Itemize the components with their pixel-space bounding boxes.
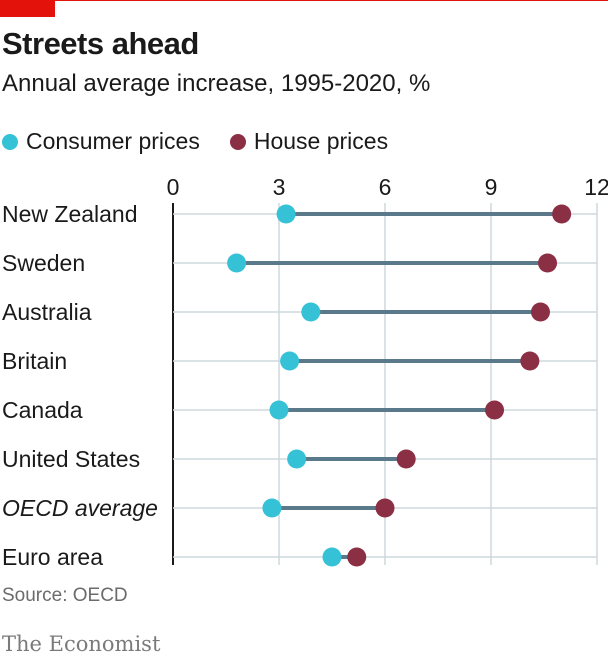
category-label: Canada	[2, 397, 83, 423]
house-price-dot	[530, 302, 550, 322]
house-price-dot	[552, 204, 572, 224]
legend-dot-consumer	[2, 133, 18, 150]
x-tick-label: 6	[379, 174, 392, 200]
consumer-price-dot	[269, 400, 289, 420]
chart-subtitle: Annual average increase, 1995-2020, %	[2, 70, 431, 97]
brand-wordmark: The Economist	[2, 632, 161, 656]
house-price-dot	[375, 498, 395, 518]
x-tick-label: 3	[273, 174, 286, 200]
house-price-dot	[520, 351, 540, 371]
x-tick-label: 0	[167, 174, 180, 200]
consumer-price-dot	[276, 204, 296, 224]
dot-range-chart: 0 3 6 9 12 New Zealand Sweden Australia Britain C…	[2, 174, 608, 570]
legend-label-house: House prices	[253, 128, 389, 154]
consumer-price-dot	[301, 302, 321, 322]
consumer-price-dot	[280, 351, 300, 371]
chart-title: Streets ahead	[2, 26, 199, 61]
house-price-dot	[538, 253, 558, 273]
legend-dot-house	[229, 133, 246, 150]
legend-item-consumer: Consumer prices	[2, 128, 200, 155]
brand-tag	[0, 0, 55, 17]
legend-item-house: House prices	[229, 128, 389, 155]
house-price-dot	[485, 400, 505, 420]
category-label: United States	[2, 446, 140, 472]
category-label: Australia	[2, 299, 92, 325]
legend-label-consumer: Consumer prices	[26, 128, 200, 154]
house-price-dot	[396, 449, 416, 469]
consumer-price-dot	[262, 498, 282, 518]
category-label: New Zealand	[2, 201, 138, 227]
consumer-price-dot	[322, 547, 342, 567]
x-tick-label: 9	[485, 174, 498, 200]
category-label: Sweden	[2, 250, 85, 276]
source-note: Source: OECD	[2, 585, 128, 606]
house-price-dot	[347, 547, 367, 567]
top-rule	[0, 0, 608, 1]
category-label: Britain	[2, 348, 67, 374]
consumer-price-dot	[227, 253, 247, 273]
category-label: Euro area	[2, 544, 103, 570]
consumer-price-dot	[287, 449, 307, 469]
category-label: OECD average	[2, 495, 158, 521]
legend: Consumer prices House prices	[2, 128, 418, 155]
x-tick-label: 12	[584, 174, 608, 200]
